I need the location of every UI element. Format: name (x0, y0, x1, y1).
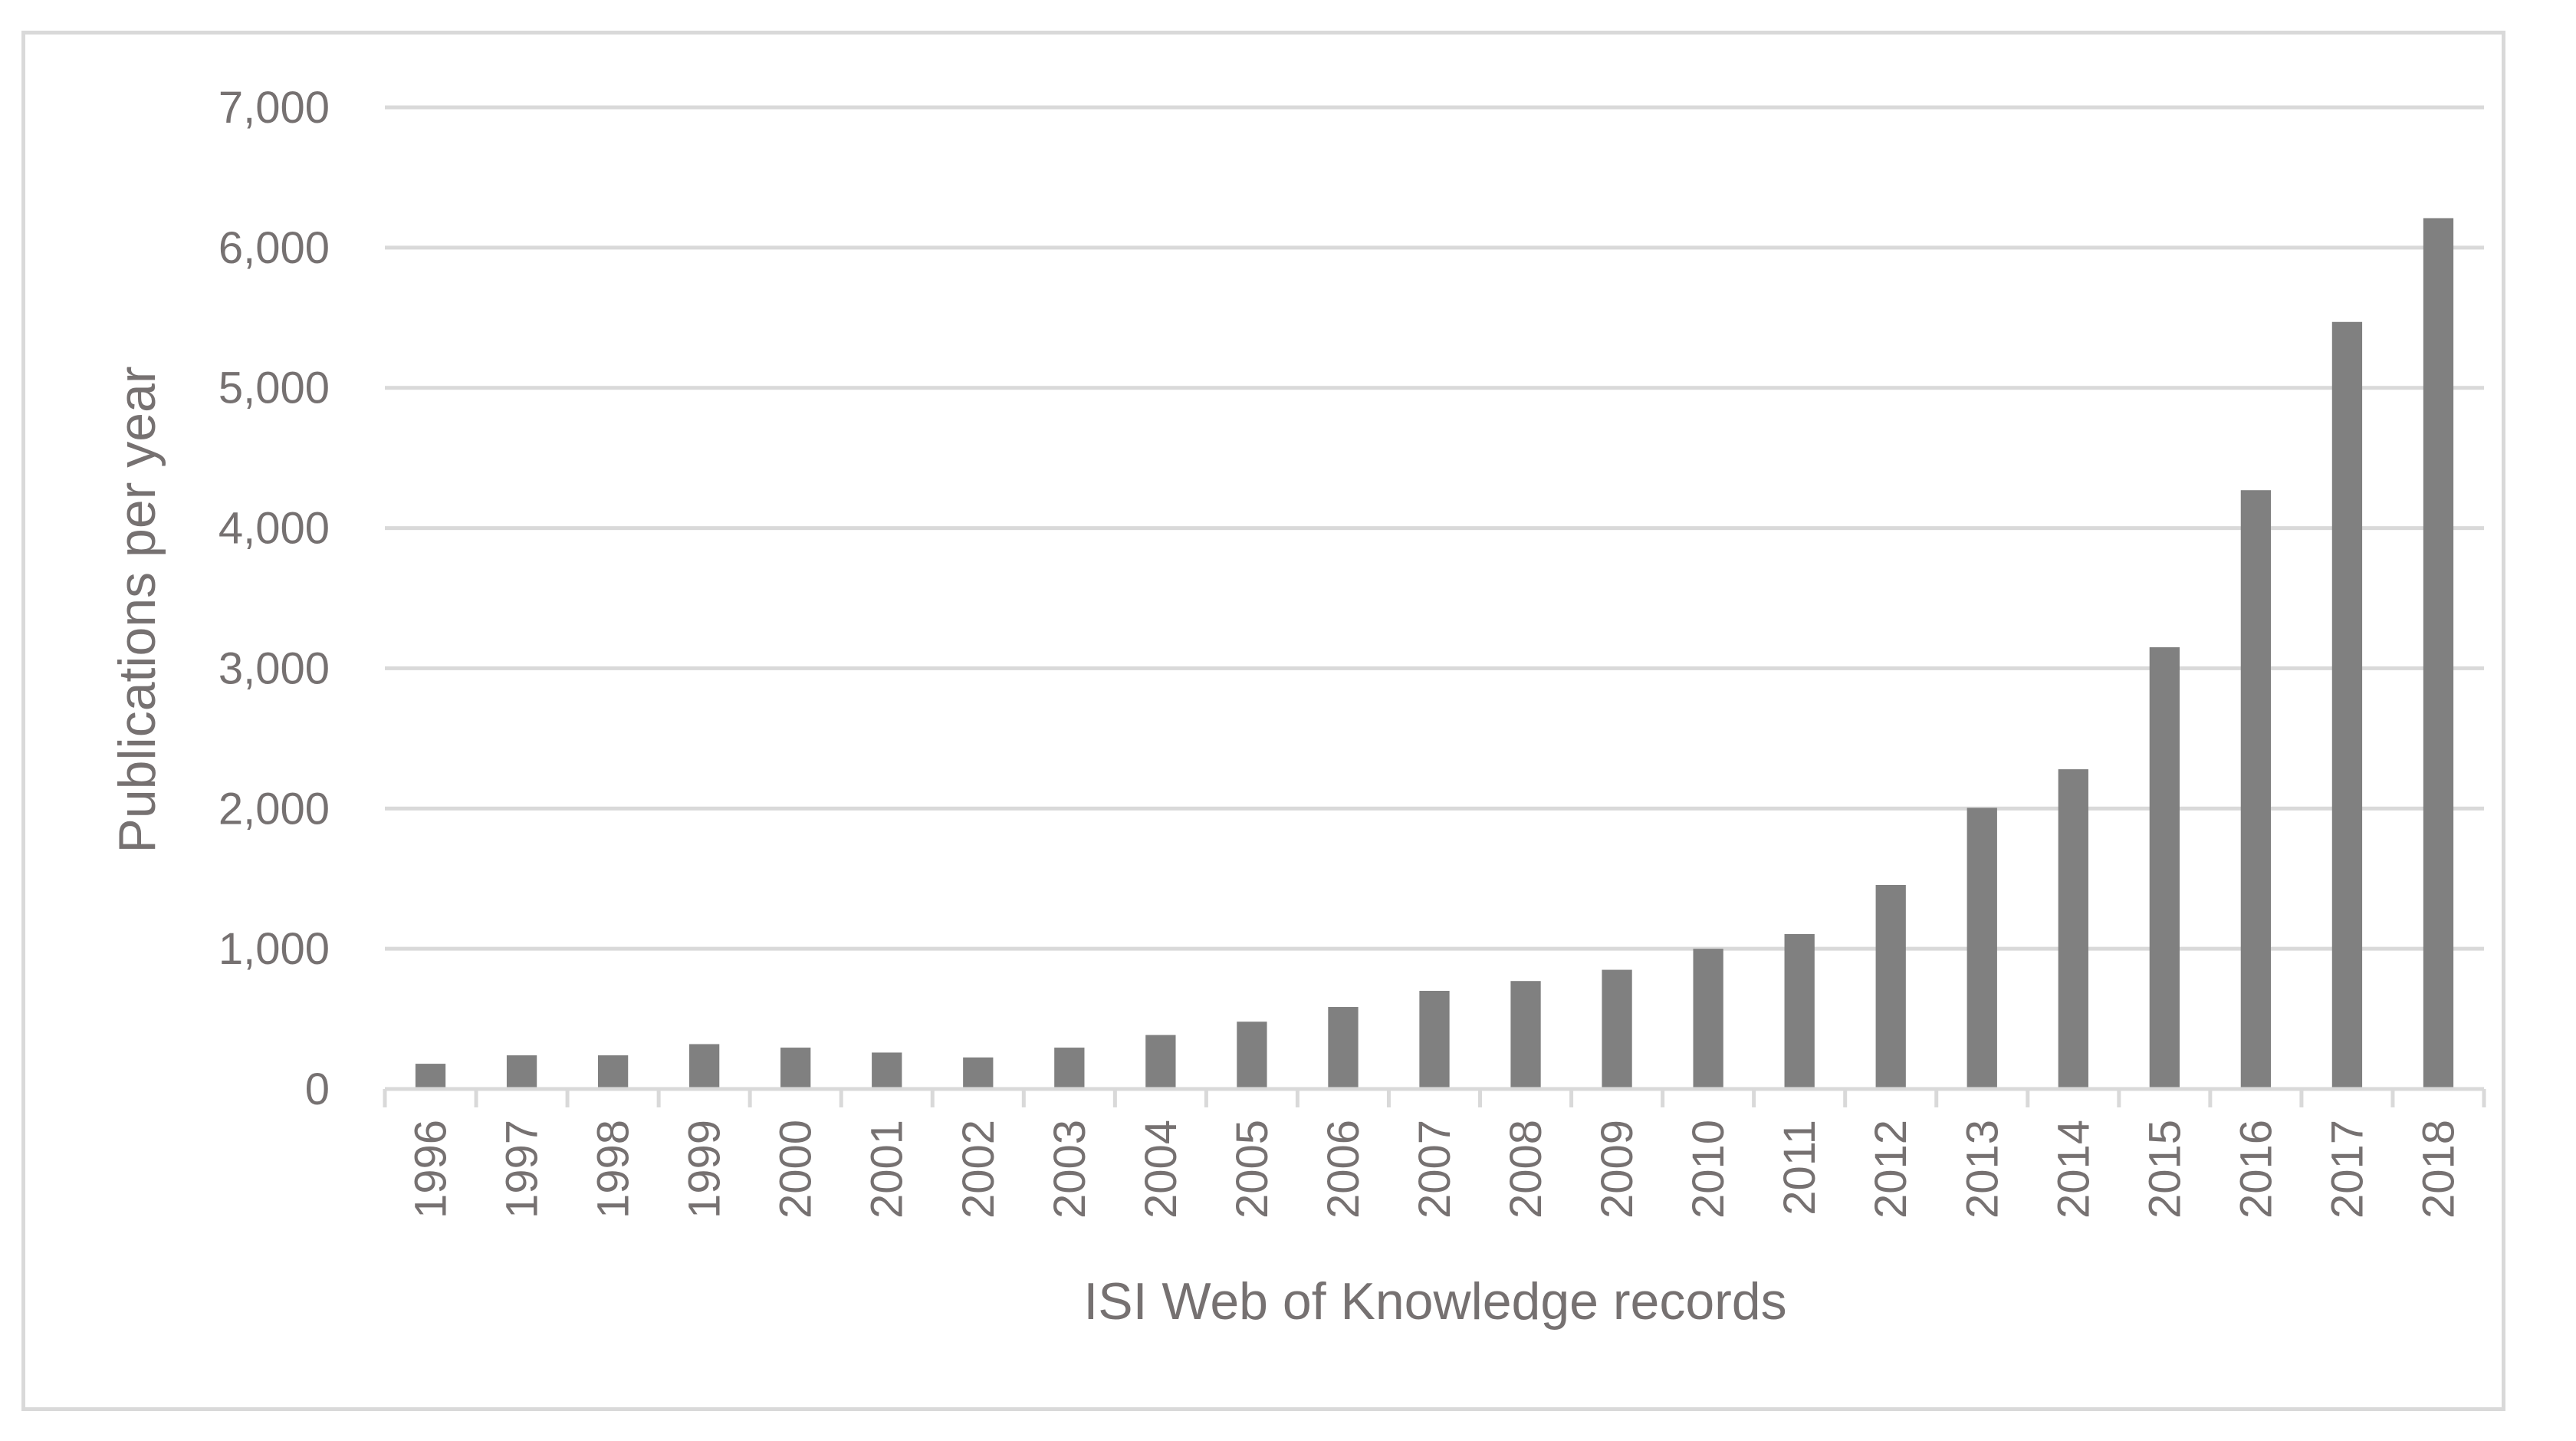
bar-2014 (2058, 769, 2088, 1089)
x-tick-label: 2008 (1501, 1120, 1551, 1219)
bar-2003 (1054, 1048, 1085, 1089)
x-tick-label: 1998 (589, 1120, 639, 1219)
x-tick-label: 2014 (2049, 1120, 2098, 1219)
bar-1997 (506, 1055, 537, 1089)
x-tick-labels: 1996 1997 1998 1999 2000 2001 2002 2003 2004 2005… (406, 1120, 2464, 1219)
bar-2004 (1145, 1035, 1176, 1089)
gridlines (385, 105, 2484, 951)
x-tick-label: 2006 (1319, 1120, 1368, 1219)
bar-2013 (1967, 808, 1997, 1089)
x-tick-label: 2015 (2140, 1120, 2190, 1219)
x-tick-label: 2002 (954, 1120, 1004, 1219)
bar-1999 (689, 1044, 720, 1089)
x-tick-label: 2016 (2231, 1120, 2281, 1219)
bars (415, 218, 2454, 1089)
x-axis-title: ISI Web of Knowledge records (1083, 1272, 1786, 1331)
x-tick-label: 2005 (1227, 1120, 1277, 1219)
bar-1996 (415, 1064, 446, 1089)
bar-2005 (1237, 1022, 1267, 1089)
bar-2012 (1875, 884, 1906, 1089)
bar-2017 (2331, 321, 2363, 1089)
x-tick-label: 1996 (406, 1120, 456, 1219)
x-tick-label: 2007 (1410, 1120, 1460, 1219)
chart-frame (21, 31, 2505, 1411)
bar-2000 (780, 1048, 811, 1089)
bar-2015 (2149, 647, 2180, 1089)
bar-1998 (597, 1055, 629, 1089)
x-axis (383, 1087, 2486, 1107)
x-tick-label: 2004 (1136, 1120, 1186, 1219)
x-tick-label: 2003 (1045, 1120, 1095, 1219)
y-tick-label: 5,000 (219, 364, 330, 413)
x-tick-label: 2012 (1866, 1120, 1916, 1219)
y-tick-label: 7,000 (219, 83, 330, 133)
x-tick-label: 2017 (2322, 1120, 2372, 1219)
x-tick-label: 2018 (2413, 1120, 2463, 1219)
y-tick-label: 2,000 (219, 784, 330, 834)
bar-2009 (1602, 969, 1632, 1089)
bar-2008 (1510, 981, 1541, 1089)
x-tick-label: 2010 (1684, 1120, 1733, 1219)
x-tick-label: 2013 (1957, 1120, 2007, 1219)
bar-2016 (2240, 490, 2272, 1089)
bar-2006 (1328, 1007, 1359, 1089)
x-tick-label: 2009 (1592, 1120, 1642, 1219)
y-axis-title: Publications per year (108, 366, 166, 853)
y-tick-label: 1,000 (219, 924, 330, 974)
x-tick-label: 1997 (498, 1120, 547, 1219)
y-tick-label: 0 (305, 1064, 330, 1114)
y-tick-labels: 0 1,000 2,000 3,000 4,000 5,000 6,000 7,000 (219, 83, 330, 1114)
y-tick-label: 3,000 (219, 643, 330, 693)
x-tick-label: 2001 (863, 1120, 912, 1219)
bar-2001 (872, 1052, 902, 1089)
bar-2010 (1693, 949, 1723, 1089)
x-tick-label: 2000 (771, 1120, 821, 1219)
x-tick-label: 1999 (680, 1120, 730, 1219)
bar-2007 (1419, 991, 1450, 1089)
y-tick-label: 6,000 (219, 223, 330, 273)
x-tick-label: 2011 (1775, 1120, 1825, 1216)
y-tick-label: 4,000 (219, 504, 330, 554)
bar-2011 (1784, 933, 1815, 1089)
bar-2018 (2423, 218, 2454, 1089)
bar-2002 (963, 1057, 994, 1089)
